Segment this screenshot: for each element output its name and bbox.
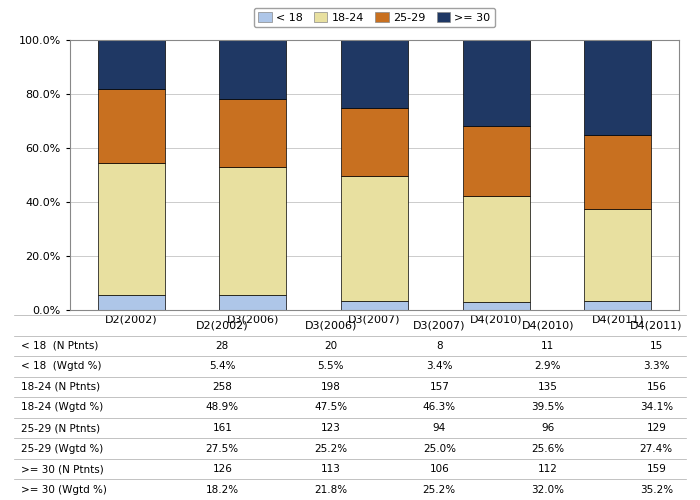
Text: 2.9%: 2.9%: [535, 362, 561, 372]
Bar: [341, 301, 408, 310]
Text: >= 30 (N Ptnts): >= 30 (N Ptnts): [21, 464, 104, 474]
Text: < 18  (N Ptnts): < 18 (N Ptnts): [21, 341, 99, 351]
Bar: [219, 167, 286, 295]
Text: 32.0%: 32.0%: [531, 484, 564, 494]
Bar: [98, 89, 164, 164]
Text: D3(2006): D3(2006): [304, 320, 357, 330]
Bar: [463, 302, 530, 310]
Text: 35.2%: 35.2%: [640, 484, 673, 494]
Text: D3(2007): D3(2007): [413, 320, 466, 330]
Text: 18-24 (N Ptnts): 18-24 (N Ptnts): [21, 382, 100, 392]
Text: 25.0%: 25.0%: [423, 444, 456, 454]
Text: 126: 126: [212, 464, 232, 474]
Text: 3.3%: 3.3%: [643, 362, 669, 372]
Text: D4(2011): D4(2011): [630, 320, 682, 330]
Bar: [219, 295, 286, 310]
Bar: [584, 301, 651, 310]
Text: 18.2%: 18.2%: [206, 484, 239, 494]
Bar: [341, 176, 408, 301]
Text: 20: 20: [324, 341, 337, 351]
Bar: [98, 40, 164, 89]
Text: 157: 157: [429, 382, 449, 392]
Legend: < 18, 18-24, 25-29, >= 30: < 18, 18-24, 25-29, >= 30: [254, 8, 495, 28]
Text: 46.3%: 46.3%: [423, 402, 456, 412]
Text: 25.2%: 25.2%: [314, 444, 347, 454]
Text: 5.5%: 5.5%: [318, 362, 344, 372]
Text: 25-29 (N Ptnts): 25-29 (N Ptnts): [21, 423, 100, 433]
Bar: [98, 164, 164, 296]
Bar: [219, 40, 286, 99]
Text: 112: 112: [538, 464, 558, 474]
Text: 47.5%: 47.5%: [314, 402, 347, 412]
Text: 123: 123: [321, 423, 341, 433]
Bar: [341, 40, 408, 108]
Text: 5.4%: 5.4%: [209, 362, 235, 372]
Text: 3.4%: 3.4%: [426, 362, 452, 372]
Bar: [341, 108, 408, 176]
Text: 159: 159: [646, 464, 666, 474]
Text: 96: 96: [541, 423, 554, 433]
Text: 39.5%: 39.5%: [531, 402, 564, 412]
Text: 25.6%: 25.6%: [531, 444, 564, 454]
Text: 25-29 (Wgtd %): 25-29 (Wgtd %): [21, 444, 104, 454]
Text: 25.2%: 25.2%: [423, 484, 456, 494]
Bar: [584, 209, 651, 301]
Bar: [584, 135, 651, 209]
Text: 27.5%: 27.5%: [206, 444, 239, 454]
Text: 94: 94: [433, 423, 446, 433]
Text: 8: 8: [436, 341, 442, 351]
Text: 18-24 (Wgtd %): 18-24 (Wgtd %): [21, 402, 104, 412]
Bar: [463, 126, 530, 196]
Text: 48.9%: 48.9%: [206, 402, 239, 412]
Bar: [98, 296, 164, 310]
Text: 258: 258: [212, 382, 232, 392]
Text: 11: 11: [541, 341, 554, 351]
Bar: [463, 196, 530, 302]
Text: 113: 113: [321, 464, 341, 474]
Text: D4(2010): D4(2010): [522, 320, 574, 330]
Bar: [463, 40, 530, 126]
Text: 15: 15: [650, 341, 663, 351]
Text: 106: 106: [429, 464, 449, 474]
Text: >= 30 (Wgtd %): >= 30 (Wgtd %): [21, 484, 107, 494]
Text: 135: 135: [538, 382, 558, 392]
Text: D2(2002): D2(2002): [196, 320, 248, 330]
Text: 156: 156: [646, 382, 666, 392]
Text: 21.8%: 21.8%: [314, 484, 347, 494]
Bar: [584, 40, 651, 135]
Text: 161: 161: [212, 423, 232, 433]
Text: 129: 129: [646, 423, 666, 433]
Bar: [219, 99, 286, 167]
Text: 34.1%: 34.1%: [640, 402, 673, 412]
Text: 27.4%: 27.4%: [640, 444, 673, 454]
Text: 198: 198: [321, 382, 341, 392]
Text: < 18  (Wgtd %): < 18 (Wgtd %): [21, 362, 102, 372]
Text: 28: 28: [216, 341, 229, 351]
